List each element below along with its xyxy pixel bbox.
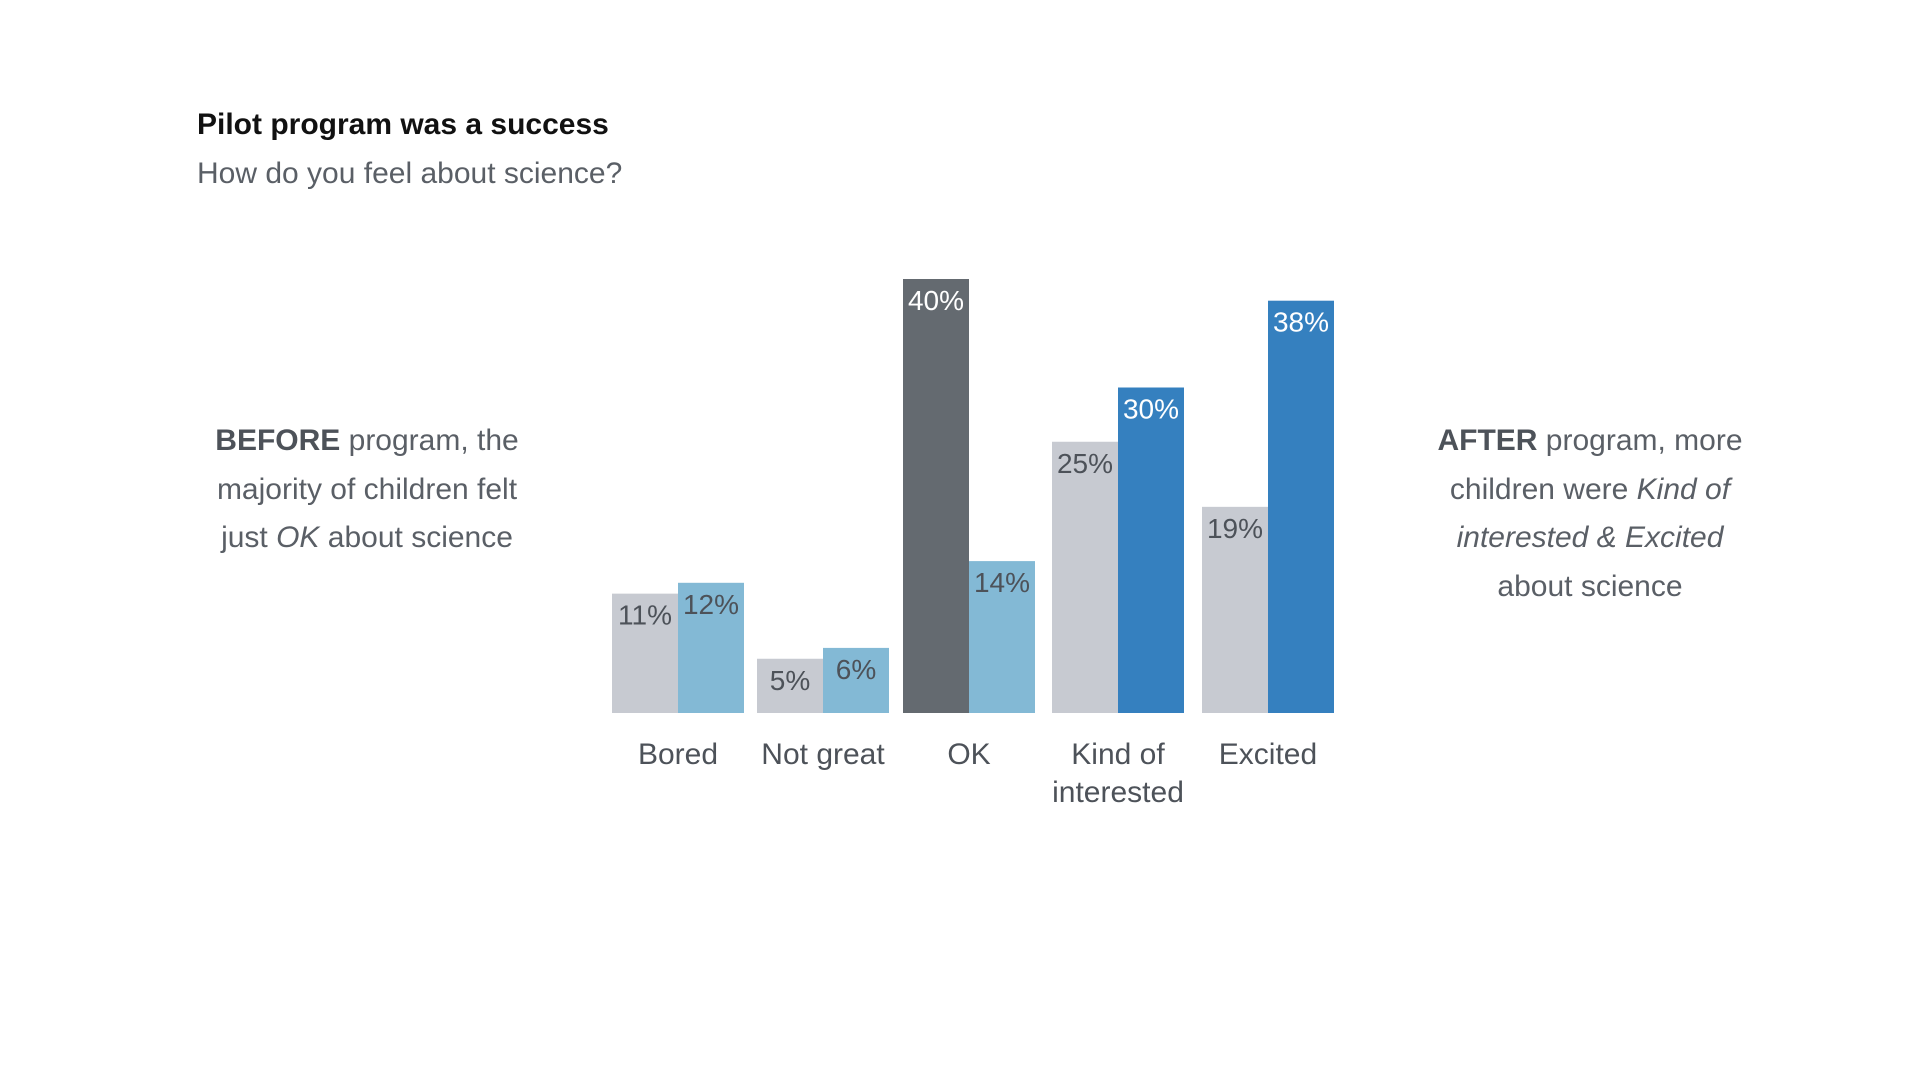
after-bar — [1118, 387, 1184, 713]
bar-group: 19% 38% — [1202, 300, 1334, 713]
bar-group: 25% 30% — [1052, 387, 1184, 713]
before-annotation-line3-pre: just — [221, 521, 277, 554]
after-bar — [969, 561, 1035, 713]
before-bar — [757, 658, 823, 713]
after-bar — [1268, 300, 1334, 713]
before-value-label: 40% — [908, 285, 964, 316]
before-value-label: 11% — [618, 600, 672, 631]
chart-title: Pilot program was a success — [197, 108, 609, 141]
before-annotation: BEFORE program, the majority of children… — [187, 417, 547, 563]
before-annotation-line3-post: about science — [319, 521, 513, 554]
before-annotation-bold: BEFORE — [215, 424, 341, 457]
after-bar — [823, 647, 889, 713]
before-bar — [612, 593, 678, 713]
category-label: Excited — [1219, 738, 1317, 771]
bar-group: 11% 12% — [612, 582, 744, 713]
before-value-label: 19% — [1207, 513, 1263, 544]
after-annotation-bold: AFTER — [1437, 424, 1538, 457]
before-bar — [903, 279, 969, 713]
after-value-label: 38% — [1273, 307, 1329, 338]
category-label: Bored — [638, 738, 718, 771]
bar-group: 5% 6% — [757, 647, 889, 713]
before-value-label: 5% — [770, 665, 810, 696]
after-annotation-line3: interested & Excited — [1456, 521, 1724, 554]
after-annotation-line4: about science — [1497, 569, 1683, 603]
after-value-label: 12% — [683, 589, 739, 620]
after-annotation-line1: program, more — [1537, 424, 1743, 457]
before-bar — [1202, 506, 1268, 713]
category-label: OK — [947, 738, 990, 771]
after-value-label: 30% — [1123, 394, 1179, 425]
after-value-label: 14% — [974, 567, 1030, 598]
category-label: Kind of — [1071, 738, 1165, 771]
category-label: Not great — [761, 738, 885, 771]
after-annotation-kind-of: Kind of — [1636, 472, 1731, 506]
before-annotation-ok: OK — [276, 521, 320, 554]
before-value-label: 25% — [1057, 448, 1113, 479]
before-annotation-line2: majority of children felt — [216, 472, 518, 506]
after-bar — [678, 582, 744, 713]
after-annotation-line2-pre: children were — [1449, 472, 1637, 506]
before-annotation-line1: program, the — [340, 424, 519, 457]
after-value-label: 6% — [836, 654, 876, 685]
chart-subtitle: How do you feel about science? — [197, 157, 623, 190]
before-bar — [1052, 441, 1118, 713]
bar-group: 40% 14% — [903, 279, 1035, 713]
category-label: interested — [1052, 776, 1184, 809]
after-annotation: AFTER program, more children were Kind o… — [1410, 417, 1770, 611]
